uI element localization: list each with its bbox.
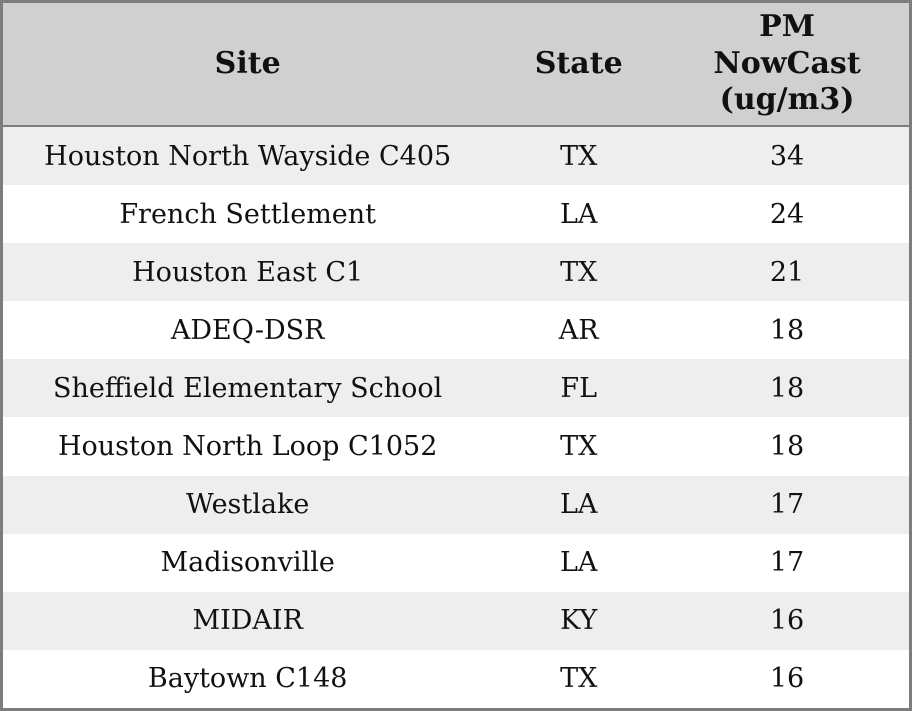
site-cell: ADEQ-DSR <box>170 314 325 346</box>
pm-value-cell: 17 <box>769 489 805 521</box>
state-cell: TX <box>560 431 598 463</box>
site-cell: Madisonville <box>160 547 335 579</box>
pm-value-cell: 24 <box>769 198 805 230</box>
state-cell: LA <box>559 198 598 230</box>
pm-value-cell: 18 <box>769 431 805 463</box>
state-cell: AR <box>558 314 599 346</box>
table-row: ADEQ-DSR AR 18 <box>1 301 911 360</box>
table-row: Houston North Loop C1052 TX 18 <box>1 417 911 476</box>
pm-value-cell: 16 <box>769 605 805 637</box>
state-cell: TX <box>560 256 598 288</box>
site-column-header: Site <box>1 1 493 127</box>
pm-value-cell: 21 <box>769 256 805 288</box>
state-cell: LA <box>559 547 598 579</box>
table-row: MIDAIR KY 16 <box>1 591 911 650</box>
table-row: Baytown C148 TX 16 <box>1 649 911 710</box>
site-cell: Houston North Loop C1052 <box>57 431 438 463</box>
state-cell: TX <box>560 663 598 695</box>
pm-nowcast-column-header: PM NowCast (ug/m3) <box>665 1 911 127</box>
table-row: Madisonville LA 17 <box>1 533 911 592</box>
site-cell: Baytown C148 <box>147 663 348 695</box>
state-cell: LA <box>559 489 598 521</box>
pm-value-cell: 17 <box>769 547 805 579</box>
pm-nowcast-column-header-label: PM NowCast (ug/m3) <box>713 9 861 118</box>
site-cell: Houston East C1 <box>132 256 364 288</box>
table-header: Site State PM NowCast (ug/m3) <box>1 1 911 127</box>
table-row: Sheffield Elementary School FL 18 <box>1 359 911 418</box>
table-row: Houston East C1 TX 21 <box>1 243 911 302</box>
header-row: Site State PM NowCast (ug/m3) <box>1 1 911 127</box>
table-row: Westlake LA 17 <box>1 475 911 534</box>
state-cell: TX <box>560 140 598 172</box>
site-cell: Westlake <box>186 489 310 521</box>
pm-value-cell: 34 <box>769 140 805 172</box>
pm-value-cell: 18 <box>769 314 805 346</box>
table-row: French Settlement LA 24 <box>1 185 911 244</box>
site-cell: MIDAIR <box>192 605 303 637</box>
state-column-header: State <box>492 1 666 127</box>
pm-value-cell: 16 <box>769 663 805 695</box>
pm-value-cell: 18 <box>769 372 805 404</box>
site-cell: Houston North Wayside C405 <box>44 140 452 172</box>
state-cell: KY <box>560 605 598 637</box>
site-cell: French Settlement <box>119 198 377 230</box>
table-row: Houston North Wayside C405 TX 34 <box>1 126 911 186</box>
site-cell: Sheffield Elementary School <box>53 372 443 404</box>
state-cell: FL <box>560 372 598 404</box>
table-body: Houston North Wayside C405 TX 34 French … <box>1 126 911 710</box>
